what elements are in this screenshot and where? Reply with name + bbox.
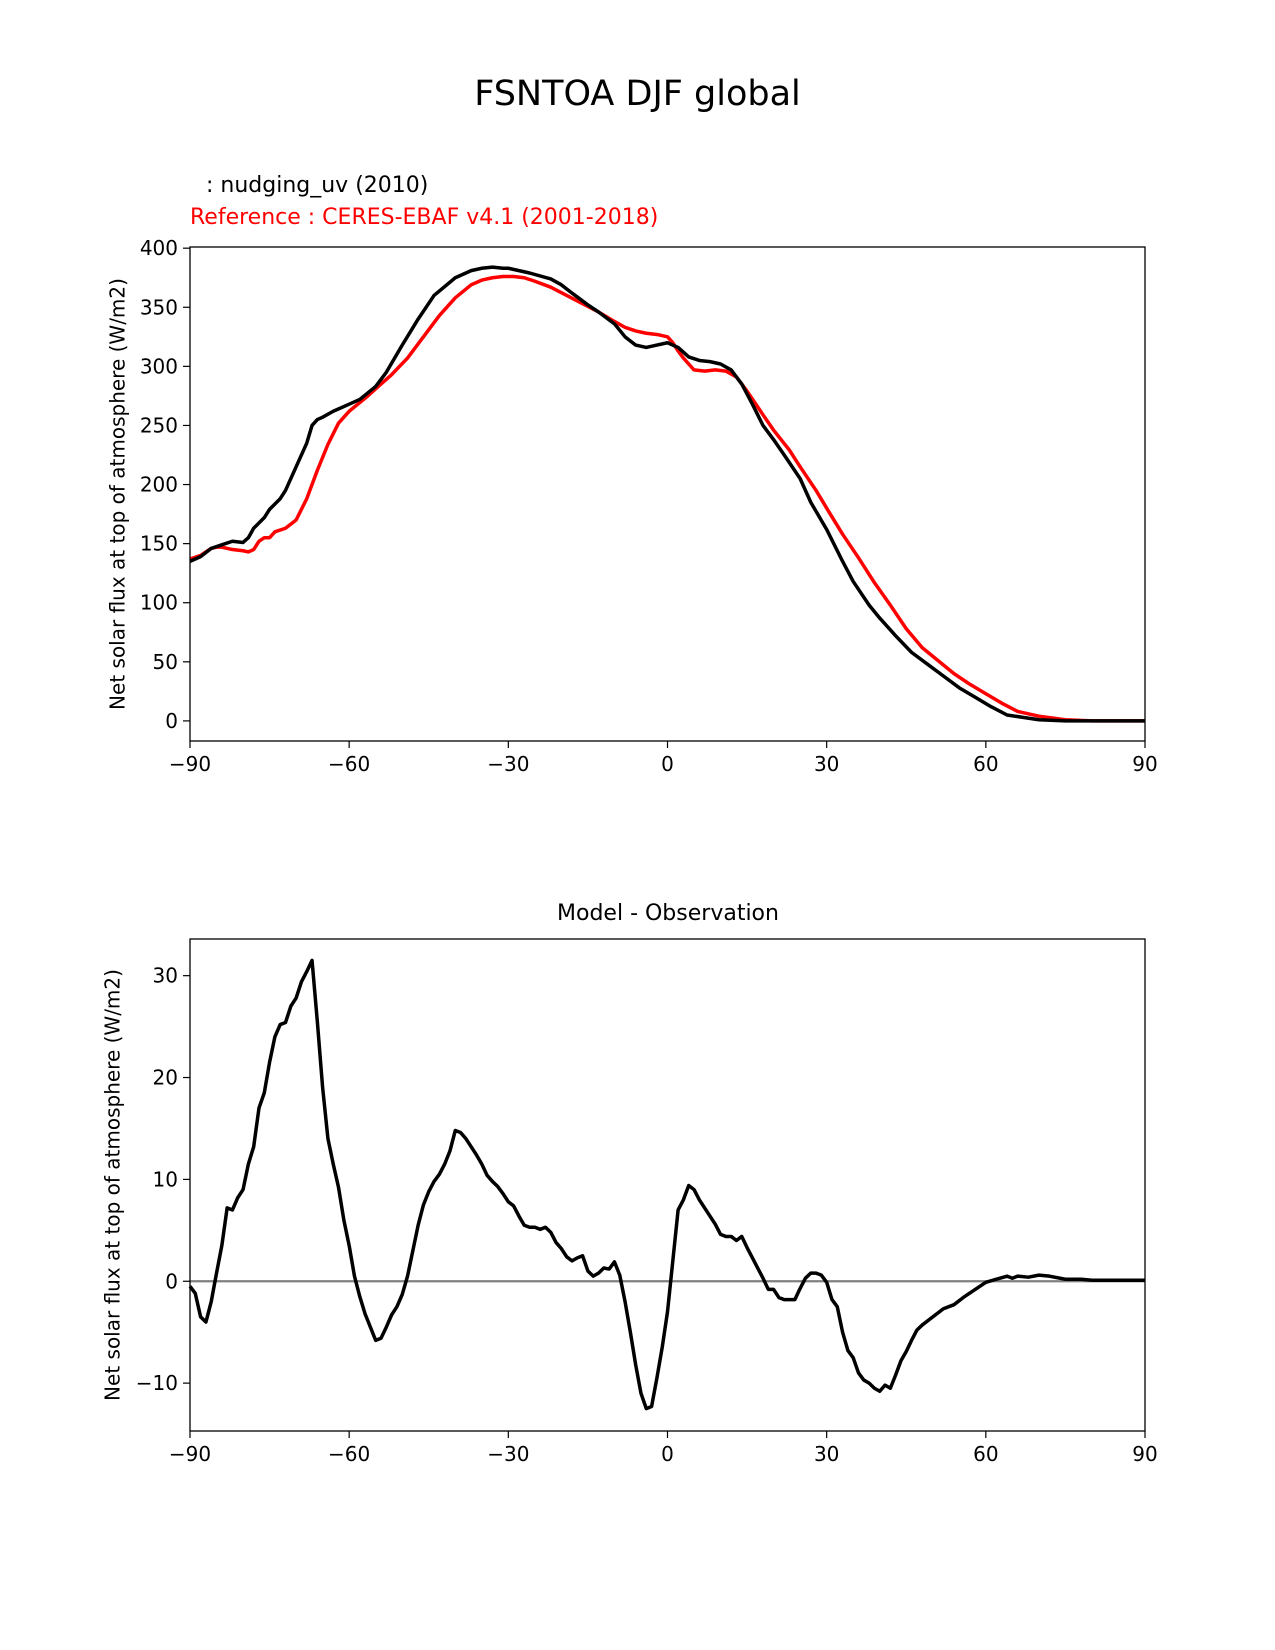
x-tick-label: −30 — [487, 752, 529, 776]
y-tick-label: 250 — [140, 413, 178, 437]
test-series-line — [189, 265, 1145, 723]
x-tick-label: −90 — [169, 1442, 211, 1466]
difference-series-line — [188, 958, 1145, 1411]
x-tick-label: 0 — [661, 752, 674, 776]
x-tick-label: −60 — [328, 1442, 370, 1466]
panel2-title: Model - Observation — [557, 901, 779, 926]
figure-title: FSNTOA DJF global — [474, 74, 801, 114]
panel1-chart: −90 −60 −30 0 30 60 90 0 50 100 150 200 250 300 350 400… — [106, 236, 1158, 776]
y-tick-label: −10 — [136, 1371, 178, 1395]
x-tick-label: 30 — [814, 752, 839, 776]
y-tick-label: 300 — [140, 354, 178, 378]
reference-series-label: Reference : CERES-EBAF v4.1 (2001-2018) — [190, 205, 659, 230]
y-tick-label: 0 — [165, 709, 178, 733]
test-series-label: : nudging_uv (2010) — [206, 173, 429, 198]
x-tick-label: −90 — [169, 752, 211, 776]
y-tick-label: 30 — [153, 964, 178, 988]
y-tick-label: 20 — [153, 1066, 178, 1090]
x-tick-label: 0 — [661, 1442, 674, 1466]
x-tick-label: 90 — [1132, 752, 1157, 776]
x-tick-label: −60 — [328, 752, 370, 776]
x-tick-label: 30 — [814, 1442, 839, 1466]
y-tick-label: 100 — [140, 591, 178, 615]
x-tick-label: 60 — [973, 1442, 998, 1466]
y-tick-label: 350 — [140, 295, 178, 319]
y-tick-label: 150 — [140, 532, 178, 556]
x-tick-label: 90 — [1132, 1442, 1157, 1466]
y-tick-label: 400 — [140, 236, 178, 260]
panel2-ylabel: Net solar flux at top of atmosphere (W/m… — [101, 969, 125, 1401]
panel2-chart: −90 −60 −30 0 30 60 90 −10 0 10 20 30 Net solar flu… — [101, 938, 1158, 1466]
y-tick-label: 0 — [165, 1269, 178, 1293]
y-tick-label: 200 — [140, 473, 178, 497]
panel1-ylabel: Net solar flux at top of atmosphere (W/m… — [106, 278, 130, 710]
panel2-frame — [189, 938, 1146, 1432]
x-tick-label: 60 — [973, 752, 998, 776]
y-tick-label: 10 — [153, 1167, 178, 1191]
x-tick-label: −30 — [487, 1442, 529, 1466]
y-tick-label: 50 — [153, 650, 178, 674]
